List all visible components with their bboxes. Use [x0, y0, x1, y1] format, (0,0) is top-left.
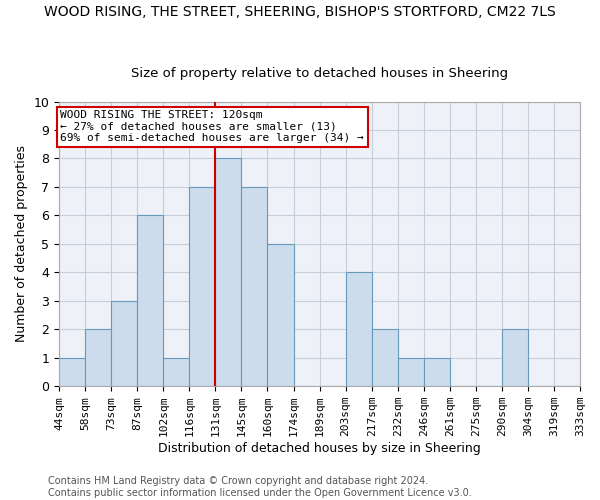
Bar: [190, 187, 215, 386]
Text: WOOD RISING THE STREET: 120sqm
← 27% of detached houses are smaller (13)
69% of : WOOD RISING THE STREET: 120sqm ← 27% of …: [61, 110, 364, 143]
Bar: [502, 330, 528, 386]
Bar: [111, 301, 137, 386]
Bar: [371, 330, 398, 386]
Bar: [163, 358, 190, 386]
Bar: [241, 187, 268, 386]
Bar: [137, 216, 163, 386]
Bar: [346, 272, 371, 386]
Bar: [59, 358, 85, 386]
Y-axis label: Number of detached properties: Number of detached properties: [15, 146, 28, 342]
X-axis label: Distribution of detached houses by size in Sheering: Distribution of detached houses by size …: [158, 442, 481, 455]
Bar: [215, 158, 241, 386]
Bar: [268, 244, 293, 386]
Title: Size of property relative to detached houses in Sheering: Size of property relative to detached ho…: [131, 66, 508, 80]
Bar: [424, 358, 450, 386]
Bar: [398, 358, 424, 386]
Text: WOOD RISING, THE STREET, SHEERING, BISHOP'S STORTFORD, CM22 7LS: WOOD RISING, THE STREET, SHEERING, BISHO…: [44, 5, 556, 19]
Bar: [85, 330, 111, 386]
Text: Contains HM Land Registry data © Crown copyright and database right 2024.
Contai: Contains HM Land Registry data © Crown c…: [48, 476, 472, 498]
